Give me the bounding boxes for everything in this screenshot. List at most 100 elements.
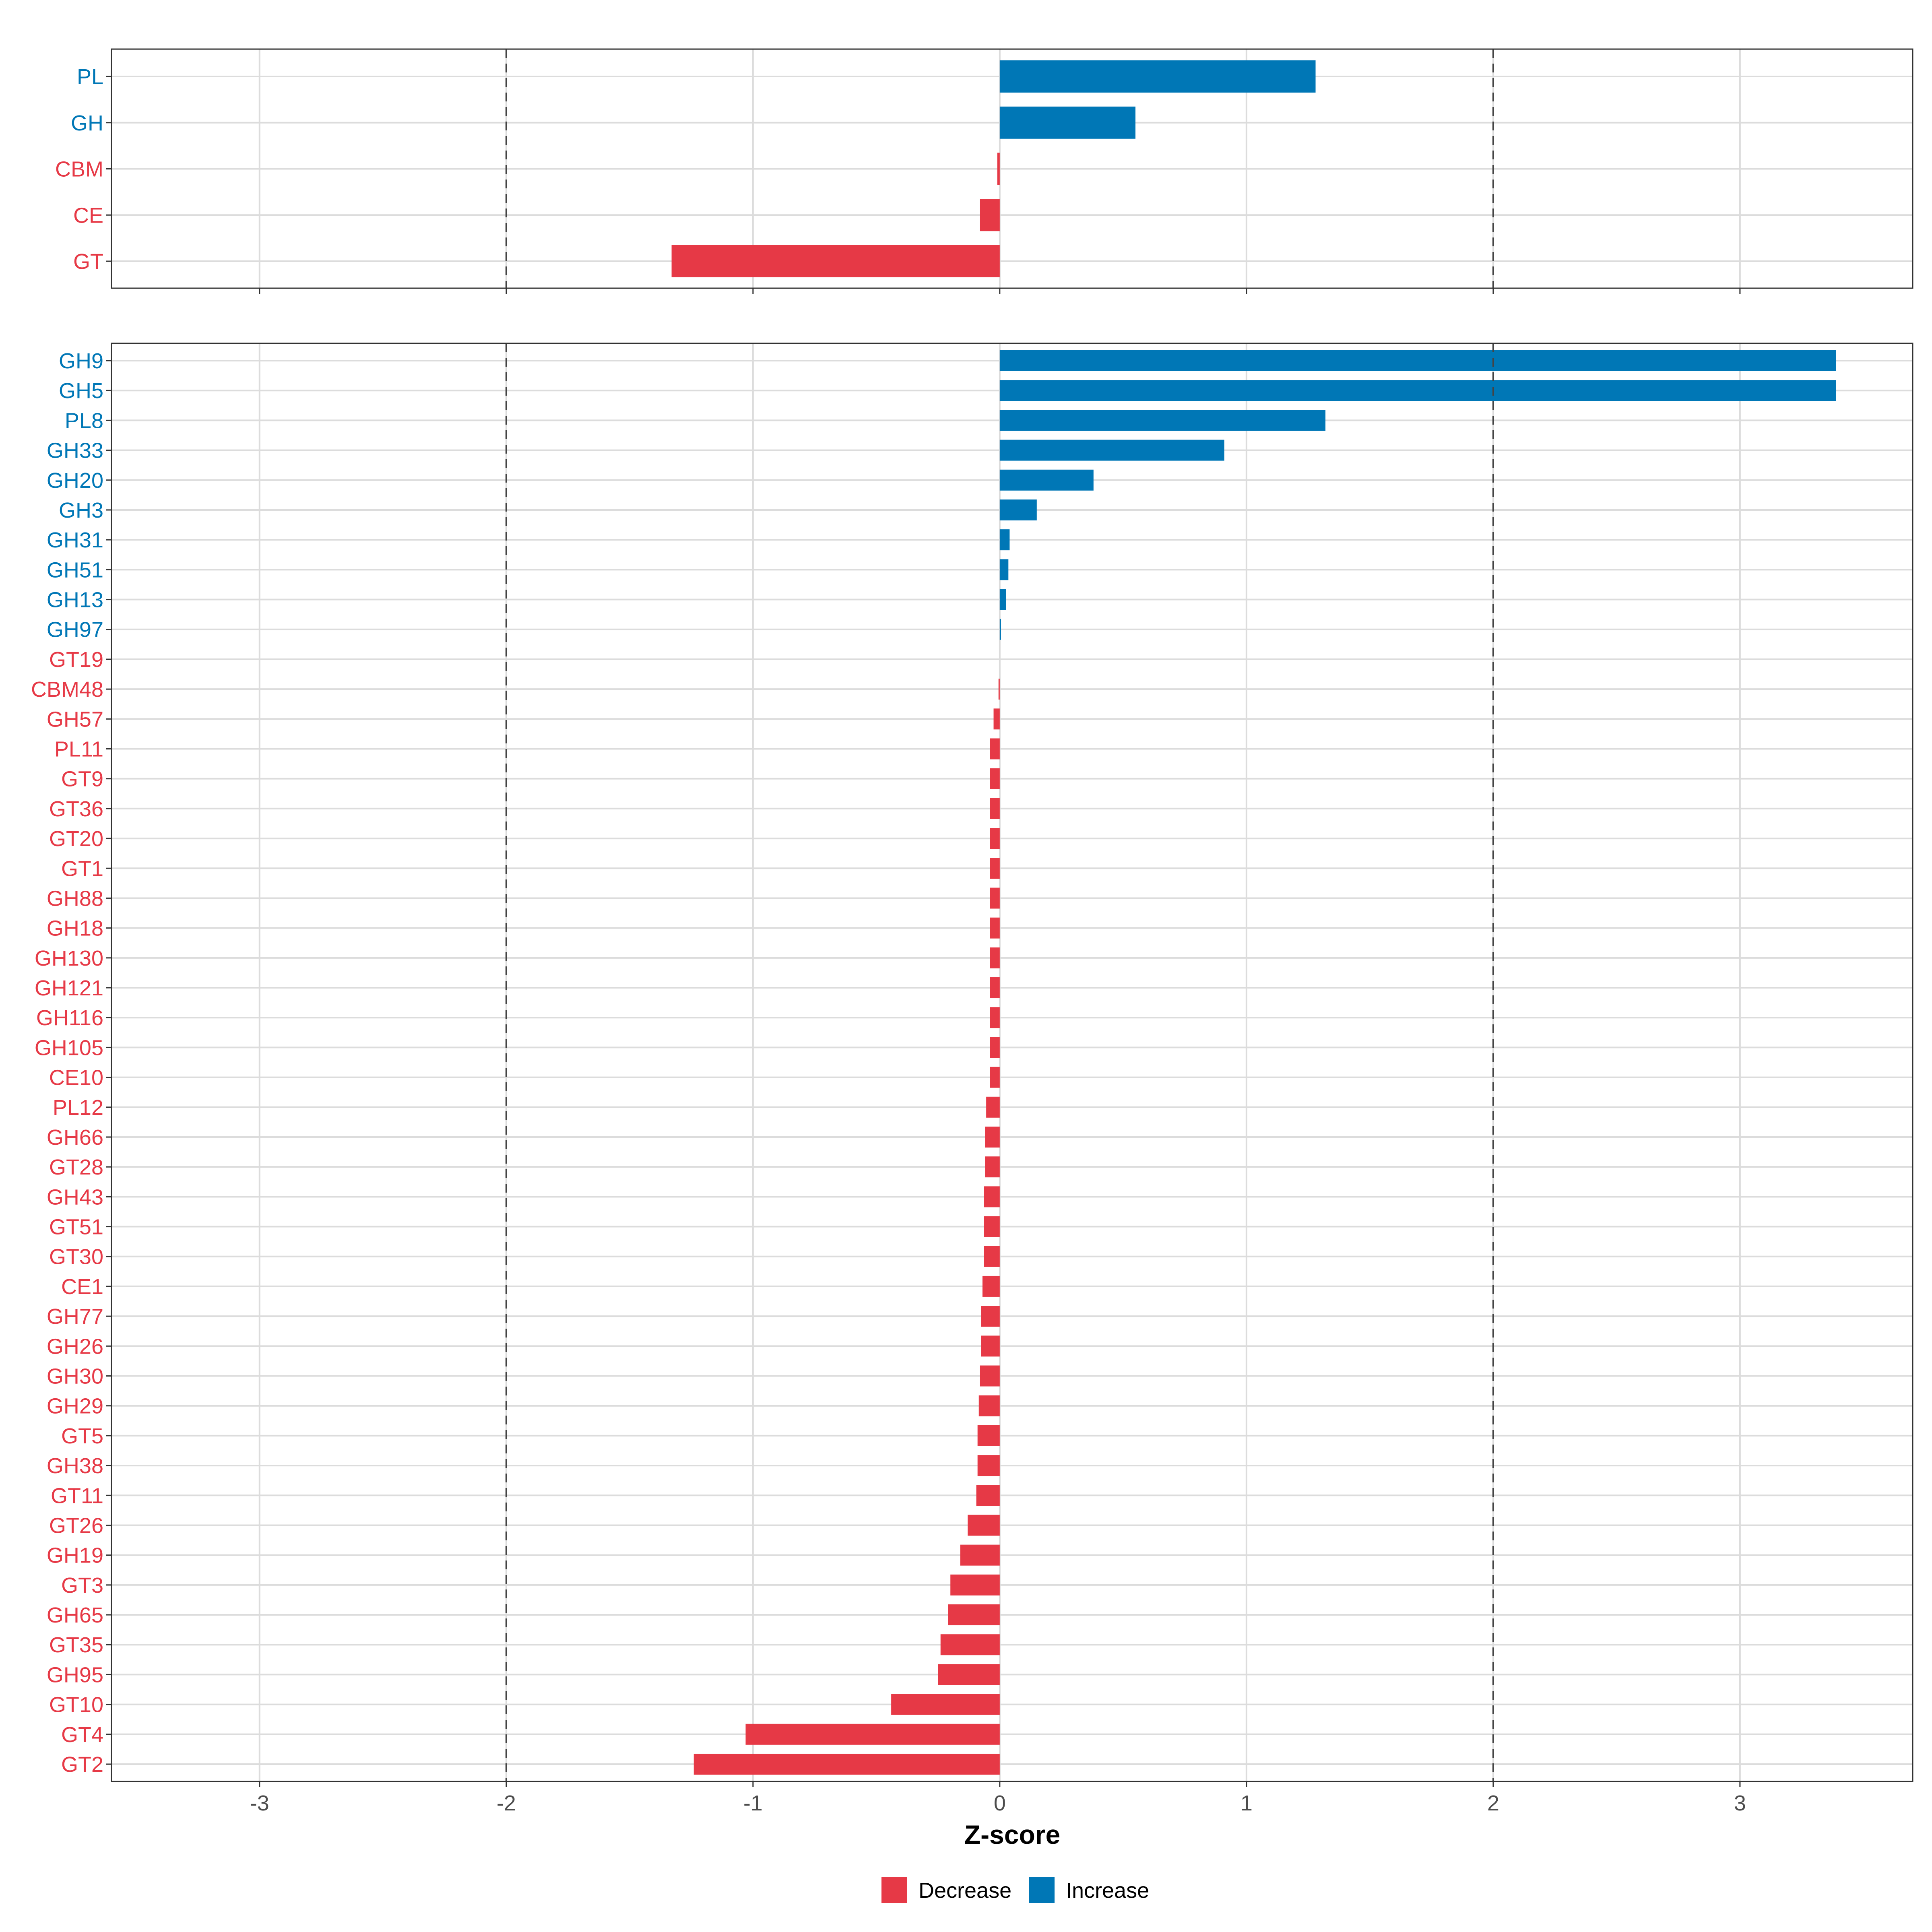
- x-tick-label: -3: [250, 1791, 269, 1815]
- legend: Decrease Increase: [881, 1877, 1149, 1903]
- bar-gh19: [960, 1544, 1000, 1566]
- category-label: GH5: [59, 379, 103, 403]
- bar-gt4: [745, 1724, 1000, 1745]
- category-label: GT2: [61, 1752, 103, 1777]
- bar-gt35: [940, 1634, 1000, 1655]
- category-label: GH19: [47, 1544, 103, 1568]
- category-label: GT4: [61, 1723, 103, 1747]
- x-tick-label: -1: [743, 1791, 763, 1815]
- bar-gh9: [999, 350, 1836, 371]
- bar-gh97: [999, 619, 1001, 640]
- bar-gh26: [981, 1335, 1000, 1357]
- bar-pl8: [999, 410, 1326, 431]
- category-label: GH88: [47, 886, 103, 910]
- bar-gh57: [993, 708, 1000, 730]
- bar-gh30: [980, 1365, 1000, 1387]
- bar-gt10: [891, 1694, 1000, 1715]
- legend-swatch-increase: [1029, 1877, 1055, 1903]
- category-label: GT28: [49, 1155, 103, 1179]
- bar-gt2: [694, 1754, 1000, 1775]
- bar-gh5: [999, 380, 1836, 401]
- bar-gh105: [990, 1037, 1000, 1058]
- category-label: GT19: [49, 648, 103, 672]
- bar-gt20: [990, 828, 1000, 849]
- category-label: GT1: [61, 857, 103, 881]
- bar-gt51: [984, 1216, 1000, 1237]
- category-label: GH33: [47, 439, 103, 463]
- bar-gh88: [990, 888, 1000, 909]
- bar-gh33: [999, 440, 1224, 461]
- category-label: GH18: [47, 916, 103, 941]
- bar-gt30: [984, 1246, 1000, 1267]
- x-tick-label: 3: [1734, 1791, 1746, 1815]
- family-panel: PL GH CBM CE GT: [55, 48, 1913, 294]
- category-label: GH95: [47, 1663, 103, 1687]
- category-label: GH29: [47, 1394, 103, 1418]
- category-label: GT20: [49, 827, 103, 851]
- category-label: GT3: [61, 1573, 103, 1598]
- category-label: GH: [71, 111, 103, 135]
- bar-gh38: [977, 1455, 1000, 1476]
- subfamily-panel: GH9 GH5 PL8 GH33 GH20 GH3 GH31 GH51 GH13 GH97 GT19…: [31, 343, 1913, 1787]
- bar-gh31: [999, 529, 1010, 551]
- category-label: GH30: [47, 1364, 103, 1389]
- bar-gt36: [990, 798, 1000, 819]
- bar-gh20: [999, 469, 1094, 491]
- bar-gh51: [999, 559, 1009, 580]
- x-axis-title: Z-score: [964, 1820, 1060, 1849]
- category-label: GH97: [47, 618, 103, 642]
- category-label: GH26: [47, 1334, 103, 1358]
- bar-pl11: [990, 738, 1000, 760]
- bar-gh66: [985, 1126, 1000, 1148]
- category-label: GH3: [59, 498, 103, 522]
- category-label: PL: [77, 65, 103, 89]
- bar-gt5: [977, 1425, 1000, 1446]
- category-label: CBM48: [31, 677, 103, 702]
- category-label: GH20: [47, 469, 103, 493]
- category-label: CE10: [49, 1066, 103, 1090]
- bar-ce10: [990, 1067, 1000, 1088]
- bar-gt26: [968, 1515, 1000, 1536]
- category-label: GT30: [49, 1245, 103, 1269]
- category-label: GT9: [61, 767, 103, 791]
- bar-gt11: [976, 1485, 1000, 1506]
- category-label: GT10: [49, 1693, 103, 1717]
- bar-gh43: [984, 1186, 1000, 1208]
- panel-border: [111, 343, 1913, 1782]
- bar-gt3: [950, 1574, 1000, 1596]
- category-label: GT35: [49, 1633, 103, 1657]
- category-label: CE: [73, 203, 103, 227]
- category-label: GH13: [47, 588, 103, 612]
- category-label: GH43: [47, 1185, 103, 1209]
- category-label: GH57: [47, 707, 103, 731]
- category-label: GH31: [47, 528, 103, 552]
- bar-gh: [999, 106, 1136, 139]
- x-axis: -3 -2 -1 0 1 2 3: [250, 1791, 1746, 1815]
- x-tick-label: 1: [1241, 1791, 1253, 1815]
- bar-gh77: [981, 1306, 1000, 1327]
- bar-gh116: [990, 1007, 1000, 1028]
- panel-background: [111, 343, 1913, 1781]
- category-label: GH51: [47, 558, 103, 582]
- category-label: PL8: [65, 409, 103, 433]
- bar-gt: [671, 245, 1000, 277]
- bar-gh13: [999, 589, 1006, 610]
- bar-gh121: [990, 977, 1000, 999]
- category-label: GT11: [51, 1484, 103, 1508]
- category-label: GH105: [35, 1036, 103, 1060]
- category-label: GH116: [36, 1006, 103, 1030]
- category-label: GT5: [61, 1424, 103, 1448]
- bar-gh95: [938, 1664, 1000, 1685]
- x-tick-label: 0: [994, 1791, 1006, 1815]
- bar-pl: [999, 60, 1316, 93]
- category-label: GH130: [35, 946, 103, 970]
- bar-ce: [980, 199, 1000, 231]
- bar-cbm48: [998, 679, 1000, 700]
- bar-cbm: [997, 153, 1000, 185]
- category-label: GT51: [49, 1215, 103, 1239]
- category-label: GH121: [35, 976, 103, 1000]
- legend-label-decrease: Decrease: [919, 1878, 1011, 1903]
- category-label: GH77: [47, 1305, 103, 1329]
